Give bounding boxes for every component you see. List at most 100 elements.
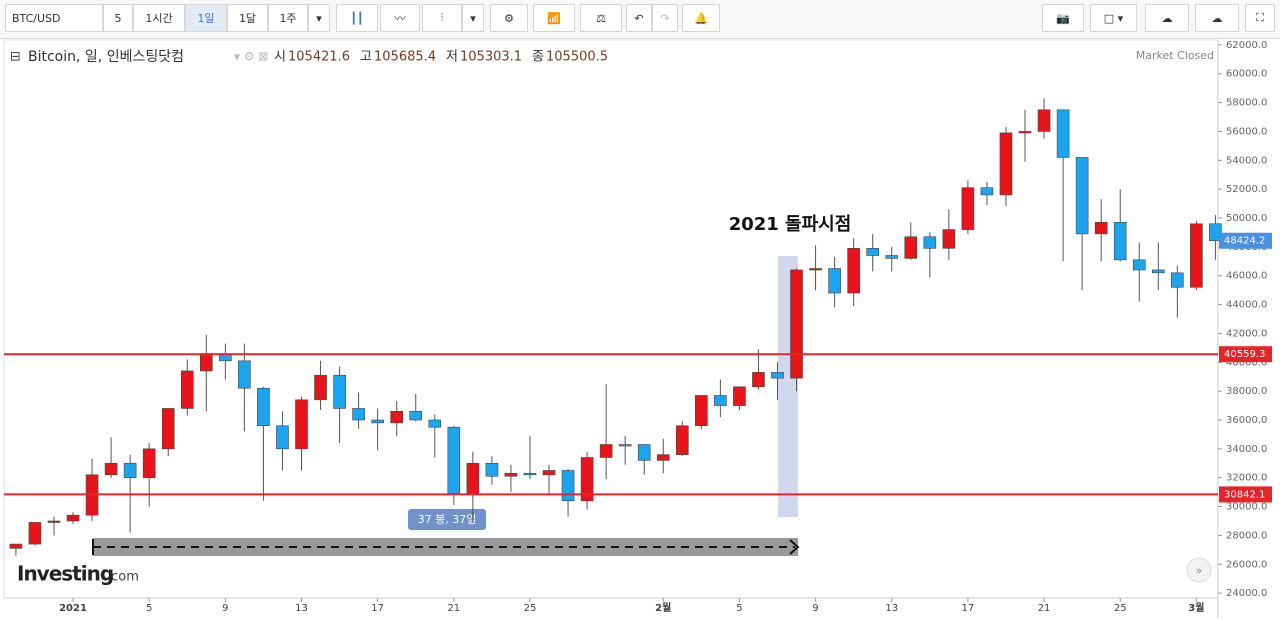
y-tick-label: 50000.0 [1226,213,1267,224]
candle-body [828,268,841,294]
redo-button[interactable]: ↷ [652,4,678,32]
candle-body [409,411,423,421]
template-button[interactable]: □ ▾ [1090,4,1137,32]
x-tick-label: 2021 [59,603,87,614]
load-button[interactable]: ☁ [1145,4,1189,32]
market-status: Market Closed [1136,49,1214,62]
y-tick-label: 52000.0 [1226,184,1267,195]
interval-input[interactable]: 5 [103,4,133,32]
candle-body [675,425,689,455]
candle-body [1209,223,1222,242]
undo-button[interactable]: ↶ [626,4,652,32]
x-tick-label: 13 [295,603,308,614]
x-tick-label: 3월 [1188,602,1204,614]
ohlc-value: 105303.1 [460,50,522,65]
last-price-label: 48424.2 [1224,236,1265,247]
y-tick-label: 32000.0 [1226,473,1267,484]
candle-body [542,470,556,476]
candle-body [923,236,937,249]
candle-body [504,473,518,477]
candle-body [561,470,575,502]
candle-body [352,408,365,421]
candle-body [9,543,23,549]
scroll-icon[interactable]: » [1196,564,1203,577]
settings-button[interactable]: ⚙ [490,4,528,32]
candle-body [523,473,537,476]
candle-body [1037,109,1051,132]
scroll-button[interactable] [1186,557,1212,583]
x-tick-label: 25 [1114,603,1127,614]
candle-body [276,425,289,450]
candle-body [180,370,194,409]
symbol-input[interactable]: BTC/USD [5,4,103,32]
candle-body [161,408,175,450]
header-icons[interactable]: ▾ ⚙ ⊠ [234,50,268,64]
candle-body [1094,222,1108,235]
y-tick-label: 28000.0 [1226,530,1267,541]
x-tick-label: 5 [736,603,742,614]
y-tick-label: 42000.0 [1226,328,1267,339]
candle-body [847,248,860,294]
candle-button[interactable]: ┃┃ [336,4,378,32]
logo-suffix: .com [107,570,139,585]
candle-body [123,462,137,478]
candle-body [238,360,251,389]
candle-body [447,426,461,494]
line-button[interactable]: 〰 [380,4,420,32]
x-tick-label: 21 [447,603,460,614]
interval-button[interactable]: 1시간 [133,4,185,32]
alert-button[interactable]: 🔔 [682,4,720,32]
interval-button[interactable]: 1달 [227,4,268,32]
ohlc-readout: 시 105421.6 고 105685.4 저 105303.1 종 105500.5 [274,50,608,65]
level-label: 40559.3 [1224,349,1265,360]
measure-label: 37 봉, 37일 [418,512,477,526]
candle-body [47,520,61,523]
interval-button[interactable]: 1일 [185,4,227,32]
dropdown[interactable]: ▾ [462,4,484,32]
measure-label-box [408,509,486,530]
ohlc-value: 105421.6 [288,50,350,65]
candle-body [599,444,613,458]
ohlc-label: 고 [360,50,372,65]
ohlc-value: 105685.4 [374,50,436,65]
candle-body [580,457,594,502]
level-tag [1219,486,1272,503]
candle-body [66,514,80,522]
level-tag [1219,346,1272,363]
ohlc-value: 105500.5 [546,50,608,65]
candle-body [1056,109,1070,158]
collapse-icon[interactable]: ⊟ [10,50,21,65]
candle-body [618,444,632,447]
interval-button[interactable]: 1주 [268,4,308,32]
save-button[interactable]: ☁ [1195,4,1239,32]
candle-body [999,132,1013,196]
dropdown[interactable]: ▾ [308,4,330,32]
bar-button[interactable]: ⫶ [422,4,462,32]
y-tick-label: 46000.0 [1226,271,1267,282]
candle-body [752,372,765,388]
candle-body [885,255,899,259]
ohlc-label: 시 [274,50,286,65]
y-tick-label: 58000.0 [1226,98,1267,109]
x-tick-label: 17 [371,603,384,614]
candle-body [104,462,118,476]
indicator-button[interactable]: 📶 [533,4,575,32]
x-tick-label: 9 [222,603,228,614]
y-tick-label: 54000.0 [1226,155,1267,166]
candle-body [485,462,499,477]
candle-body [733,386,746,406]
camera-button[interactable]: 📷 [1042,4,1084,32]
candle-body [790,269,803,379]
candle-body [771,372,784,379]
x-tick-label: 9 [812,603,818,614]
compare-button[interactable]: ⚖ [580,4,622,32]
logo-brand: Investing [17,562,113,586]
y-tick-label: 38000.0 [1226,386,1267,397]
candle-body [295,399,308,450]
candle-body [371,419,384,424]
fullscreen-button[interactable]: ⛶ [1245,4,1275,32]
candle-body [695,395,708,427]
candle-body [28,522,42,545]
candle-body [961,187,975,230]
